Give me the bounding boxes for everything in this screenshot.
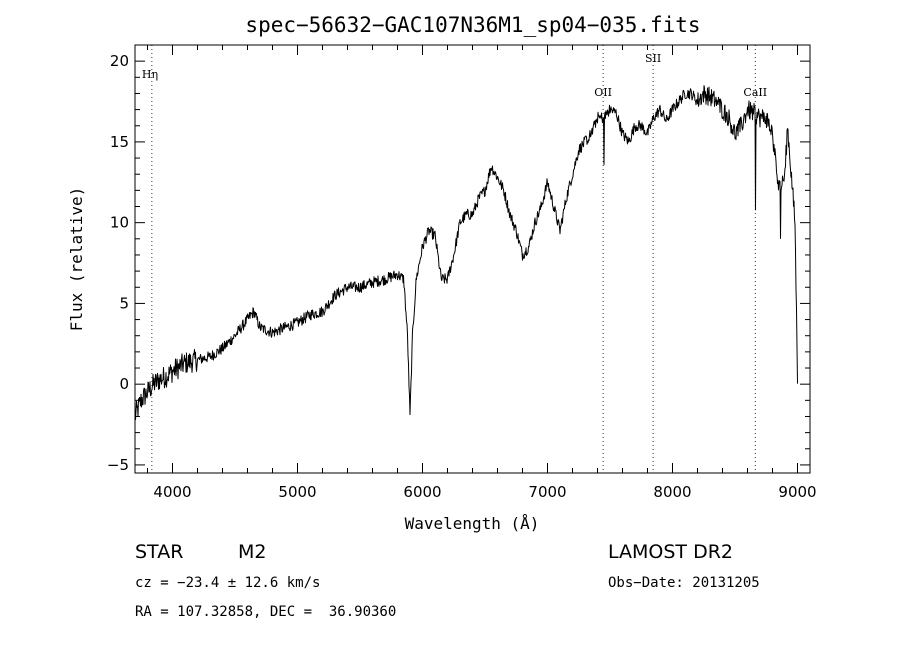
spectral-line-label: Hη: [142, 68, 158, 81]
x-tick-label: 5000: [278, 483, 316, 501]
plot-frame: [134, 44, 811, 474]
y-axis-label: Flux (relative): [67, 187, 86, 332]
x-axis-ticks: 4000 5000 6000 7000 8000 9000: [147, 45, 817, 501]
x-tick-label: 4000: [153, 483, 191, 501]
y-axis-ticks: −5 0 5 10 15 20: [107, 44, 810, 474]
y-tick-label: 5: [119, 294, 129, 312]
object-class: STAR: [135, 541, 184, 563]
y-tick-label: 15: [110, 133, 129, 151]
x-tick-label: 9000: [778, 483, 816, 501]
survey-name: LAMOST DR2: [608, 541, 733, 563]
spectral-line-label: CaII: [743, 86, 767, 99]
y-tick-label: 20: [110, 52, 129, 70]
spectral-subclass: M2: [238, 541, 267, 563]
y-tick-label: 10: [110, 214, 129, 232]
spectral-line-label: OII: [594, 86, 612, 99]
observation-date: Obs−Date: 20131205: [608, 575, 760, 591]
spectral-line-markers: Hη OII SII CaII: [142, 45, 767, 473]
x-tick-label: 8000: [653, 483, 691, 501]
y-tick-label: 0: [119, 375, 129, 393]
x-axis-label: Wavelength (Å): [405, 514, 540, 533]
y-tick-label: −5: [107, 456, 129, 474]
spectrum-line: [134, 85, 798, 421]
chart-title: spec−56632−GAC107N36M1_sp04−035.fits: [245, 13, 700, 37]
spectral-line-label: SII: [645, 52, 661, 65]
ra-dec: RA = 107.32858, DEC = 36.90360: [135, 604, 397, 620]
redshift-cz: cz = −23.4 ± 12.6 km/s: [135, 575, 321, 591]
x-tick-label: 6000: [403, 483, 441, 501]
x-tick-label: 7000: [528, 483, 566, 501]
